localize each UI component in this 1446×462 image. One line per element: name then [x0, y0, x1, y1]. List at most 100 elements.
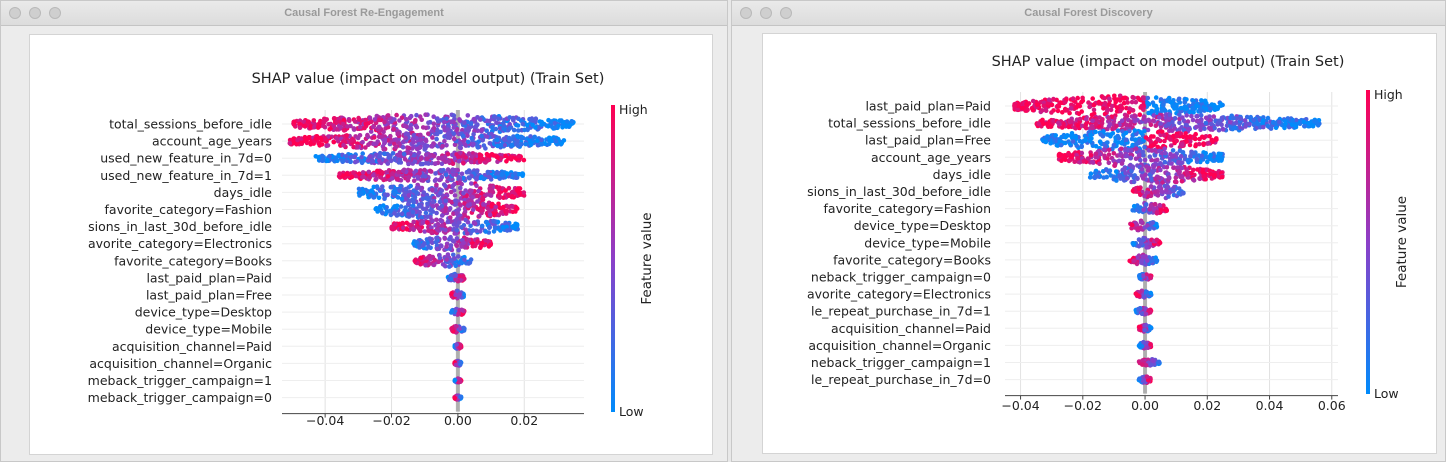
- shap-point: [487, 212, 493, 217]
- shap-point: [479, 223, 485, 229]
- shap-point: [1149, 148, 1155, 153]
- shap-point: [1168, 143, 1174, 148]
- zoom-button[interactable]: [49, 7, 61, 19]
- shap-point: [1213, 106, 1219, 112]
- shap-point: [1058, 152, 1063, 158]
- shap-point: [1193, 143, 1198, 149]
- shap-point: [489, 131, 494, 137]
- shap-point: [443, 172, 449, 178]
- shap-point: [445, 127, 451, 132]
- shap-point: [475, 145, 481, 150]
- shap-point: [548, 119, 554, 124]
- shap-point: [392, 191, 397, 197]
- shap-point: [418, 132, 423, 138]
- shap-point: [1023, 108, 1028, 113]
- shap-point: [1077, 138, 1083, 144]
- shap-point: [451, 222, 457, 227]
- shap-point: [1117, 173, 1122, 178]
- shap-point: [1100, 133, 1106, 139]
- shap-point: [1129, 148, 1134, 153]
- shap-point: [404, 220, 410, 226]
- shap-point: [351, 170, 356, 175]
- shap-point: [1169, 161, 1174, 166]
- minimize-button[interactable]: [29, 7, 41, 19]
- shap-point: [411, 219, 417, 225]
- zoom-button[interactable]: [780, 7, 792, 19]
- shap-point: [403, 117, 409, 122]
- shap-point: [486, 174, 492, 180]
- close-button[interactable]: [9, 7, 21, 19]
- shap-point: [1174, 133, 1180, 139]
- shap-point: [451, 136, 457, 142]
- shap-point: [434, 246, 440, 252]
- shap-point: [419, 178, 424, 183]
- shap-point: [416, 226, 422, 231]
- shap-point: [1139, 311, 1145, 317]
- shap-point: [325, 157, 330, 163]
- shap-point: [461, 325, 466, 331]
- shap-point: [408, 126, 414, 131]
- shap-point: [378, 175, 384, 180]
- shap-point: [1142, 193, 1147, 199]
- shap-point: [1088, 171, 1094, 176]
- shap-point: [344, 133, 350, 138]
- shap-point: [447, 206, 453, 211]
- shap-point: [1105, 108, 1110, 113]
- shap-point: [377, 158, 382, 163]
- shap-point: [533, 117, 538, 123]
- feature-swarm: [1130, 200, 1169, 216]
- shap-point: [1137, 237, 1142, 243]
- shap-point: [1248, 114, 1253, 120]
- shap-point: [1273, 125, 1279, 130]
- feature-swarm: [1012, 93, 1225, 118]
- feature-swarm: [1034, 112, 1322, 134]
- shap-point: [1149, 134, 1154, 139]
- shap-point: [465, 219, 471, 225]
- shap-point: [1282, 125, 1287, 131]
- shap-point: [449, 258, 454, 263]
- shap-point: [1140, 273, 1146, 278]
- shap-point: [434, 210, 439, 216]
- shap-point: [493, 115, 498, 120]
- shap-point: [1137, 273, 1142, 278]
- shap-point: [1079, 144, 1084, 150]
- shap-point: [1108, 107, 1114, 113]
- feature-swarm: [1133, 305, 1154, 317]
- shap-point: [1155, 193, 1161, 198]
- shap-point: [1162, 159, 1168, 165]
- shap-point: [1124, 122, 1129, 128]
- shap-point: [1116, 158, 1122, 164]
- shap-point: [1129, 222, 1135, 228]
- shap-point: [1121, 100, 1127, 106]
- shap-point: [1170, 187, 1176, 193]
- minimize-button[interactable]: [760, 7, 772, 19]
- shap-point: [406, 201, 411, 207]
- shap-point: [414, 240, 419, 245]
- shap-point: [487, 192, 493, 198]
- shap-summary-plot: total_sessions_before_idleaccount_age_ye…: [88, 71, 655, 428]
- feature-swarm: [1137, 272, 1154, 282]
- shap-point: [425, 196, 431, 202]
- feature-label: total_sessions_before_idle: [109, 117, 272, 132]
- title-bar[interactable]: Causal Forest Discovery: [732, 1, 1445, 26]
- feature-label: favorite_category=Fashion: [105, 202, 272, 217]
- close-button[interactable]: [740, 7, 752, 19]
- shap-point: [443, 198, 449, 204]
- shap-point: [304, 137, 310, 142]
- window-reengagement: Causal Forest Re-Engagement total_sessio…: [0, 0, 728, 462]
- title-bar[interactable]: Causal Forest Re-Engagement: [1, 1, 727, 26]
- shap-point: [1104, 167, 1109, 173]
- shap-point: [1177, 127, 1182, 132]
- shap-point: [507, 125, 513, 131]
- shap-point: [431, 121, 437, 126]
- shap-point: [1145, 100, 1150, 106]
- shap-point: [485, 157, 491, 163]
- feature-swarm: [1133, 288, 1154, 300]
- feature-label: device_type=Mobile: [145, 322, 272, 337]
- shap-point: [306, 119, 312, 125]
- shap-point: [1083, 137, 1088, 143]
- shap-point: [457, 326, 463, 331]
- feature-swarm: [452, 358, 464, 368]
- shap-point: [431, 125, 437, 131]
- colorbar-axis-label: Feature value: [639, 212, 655, 304]
